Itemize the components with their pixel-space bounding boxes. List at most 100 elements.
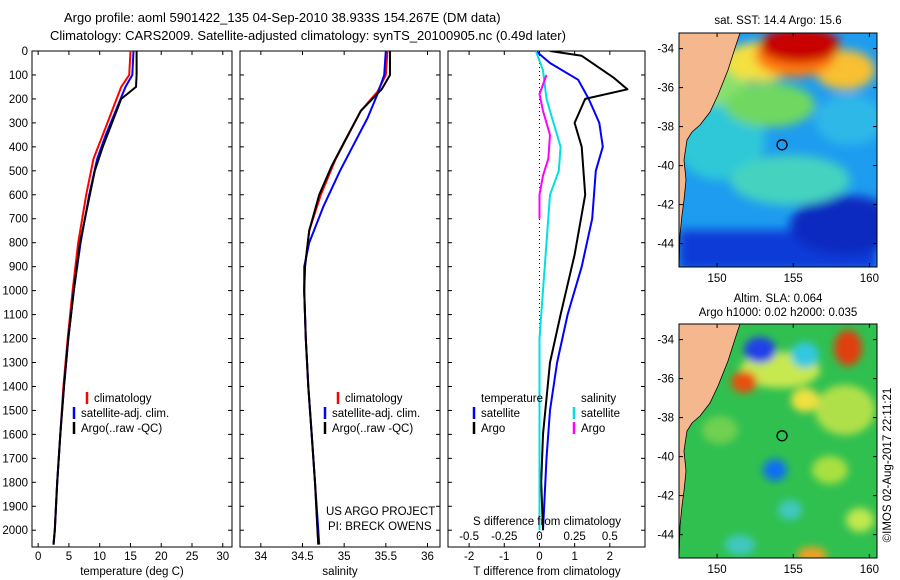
legend-title-salinity: salinity [581,393,616,405]
difference-xlabel-salinity: S difference from climatology [473,516,621,528]
title-line-2: Climatology: CARS2009. Satellite-adjuste… [50,28,566,43]
salinity-line-climatology [303,51,389,545]
legend-difference: temperature satellite Argo salinity sate… [472,393,620,435]
depth-tick-label: 1000 [2,286,28,298]
sla-map-ticks: -34 -36 -38 -40 -42 -44 150 155 160 [657,324,879,576]
x-tick-label-salinity: 0.5 [602,531,618,543]
x-tick-label: 20 [155,551,168,563]
pi-credit: PI: BRECK OWENS [328,521,432,533]
x-tick-label: 1 [571,551,577,563]
map-lat-label: -36 [657,374,674,386]
temperature-axes [31,50,233,548]
temperature-series-group [52,51,138,545]
depth-tick-label: 1700 [2,453,28,465]
temperature-line-climatology [52,51,132,545]
sla-map-title-2: Argo h1000: 0.02 h2000: 0.035 [699,307,858,319]
difference-line-s-satellite [534,51,562,531]
difference-xlabel: T difference from climatology [473,566,620,578]
map-lat-label: -44 [657,239,674,251]
depth-tick-label: 1400 [2,381,28,393]
depth-tick-label: 400 [9,142,28,154]
x-tick-label: 35 [338,551,351,563]
map-lat-label: -34 [657,335,674,347]
legend-salinity: climatology satellite-adj. clim. Argo(..… [323,392,420,435]
sst-map [679,33,877,267]
sst-map-title: sat. SST: 14.4 Argo: 15.6 [714,15,841,27]
depth-tick-label: 2000 [2,525,28,537]
depth-tick-label: 300 [9,118,28,130]
x-tick-label: 5 [66,551,72,563]
depth-axis: 0 100 200 300 400 500 600 700 800 900 1000 1100 1200… [2,46,645,537]
map-lat-label: -40 [657,161,674,173]
map-lon-label: 155 [784,273,803,285]
map-lat-label: -40 [657,452,674,464]
x-tick-label: 15 [124,551,137,563]
project-credit: US ARGO PROJECT [326,506,435,518]
x-axis-ticks: 0 5 10 15 20 25 30 34 34.5 35 35.5 36 -2 -1 0 1 2 [35,51,613,563]
temperature-line-argo-raw-qc- [52,51,138,545]
depth-tick-label: 100 [9,70,28,82]
legend-label: Argo [481,423,505,435]
x-tick-label: 2 [607,551,613,563]
depth-tick-label: 200 [9,94,28,106]
legend-label: satellite-adj. clim. [81,408,169,420]
map-lat-label: -44 [657,530,674,542]
depth-tick-label: 900 [9,262,28,274]
salinity-line-argo-raw-qc- [303,51,391,545]
map-lat-label: -38 [657,122,674,134]
map-lat-label: -34 [657,44,674,56]
legend-label: Argo [581,423,605,435]
map-lat-label: -38 [657,413,674,425]
difference-axes [447,50,646,548]
salinity-series-group [303,51,391,545]
legend-label: Argo(..raw -QC) [332,423,413,435]
sla-map-title-1: Altim. SLA: 0.064 [734,293,823,305]
depth-tick-label: 1100 [3,310,28,322]
map-lon-label: 160 [860,273,879,285]
depth-tick-label: 500 [9,166,28,178]
depth-tick-label: 1300 [2,357,28,369]
salinity-axes [239,50,441,548]
legend-title-temperature: temperature [481,393,543,405]
depth-tick-label: 700 [9,214,28,226]
difference-series-group [534,51,629,531]
difference-line-t-argo [540,51,629,531]
title-line-1: Argo profile: aoml 5901422_135 04-Sep-20… [64,10,501,25]
x-tick-label: -2 [464,551,474,563]
map-lat-label: -42 [657,491,674,503]
depth-tick-label: 1200 [2,334,28,346]
x-tick-label: -1 [499,551,509,563]
depth-tick-label: 1800 [2,477,28,489]
x-tick-label: 10 [93,551,106,563]
legend-label: satellite [581,408,620,420]
x-tick-label-salinity: 0.25 [563,531,585,543]
sla-float-marker [776,430,788,442]
x-tick-label: 35.5 [375,551,397,563]
legend-label: Argo(..raw -QC) [81,423,162,435]
map-lon-label: 160 [860,564,879,576]
x-tick-label-salinity: 0 [536,531,542,543]
x-tick-label: 0 [536,551,542,563]
salinity-xlabel: salinity [322,566,357,578]
legend-label: satellite-adj. clim. [332,408,420,420]
sst-map-frame [678,32,878,268]
sla-map [679,324,877,558]
profile-lines [52,51,629,545]
map-lat-label: -42 [657,200,674,212]
temperature-xlabel: temperature (deg C) [80,566,184,578]
difference-line-t-satellite [535,51,604,531]
depth-tick-label: 0 [22,46,28,58]
depth-tick-label: 800 [9,238,28,250]
map-lon-label: 150 [707,273,726,285]
depth-tick-label: 1500 [2,405,28,417]
depth-tick-label: 1900 [2,501,28,513]
map-lon-label: 155 [784,564,803,576]
sst-land-mask [679,33,741,267]
x-tick-label: 34 [254,551,267,563]
temperature-line-satellite-adj-clim- [52,51,135,545]
depth-tick-label: 1600 [2,429,28,441]
sst-float-marker [776,139,788,151]
x-tick-label: 34.5 [291,551,313,563]
x-tick-label-salinity: -0.25 [491,531,517,543]
